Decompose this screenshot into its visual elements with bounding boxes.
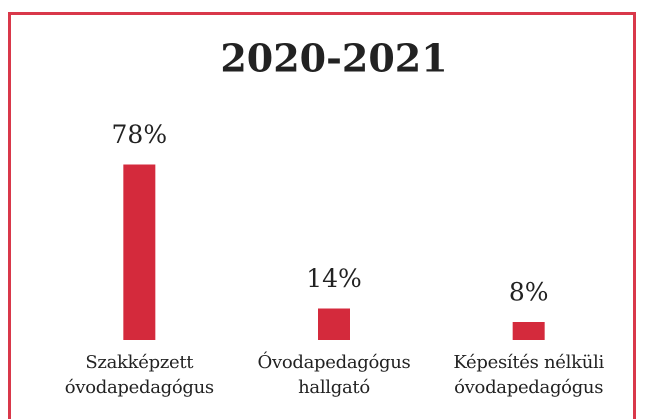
bar xyxy=(512,322,545,340)
x-tick-label: Képesítés nélküli óvodapedagógus xyxy=(453,352,604,398)
value-label: 8% xyxy=(509,278,549,307)
x-tick-label: Szakképzett óvodapedagógus xyxy=(64,352,214,398)
frame xyxy=(8,12,636,419)
chart-title: 2020-2021 xyxy=(220,36,447,81)
bar xyxy=(123,164,156,340)
value-label: 14% xyxy=(306,264,362,293)
value-label: 78% xyxy=(112,120,168,149)
bar xyxy=(318,308,350,340)
x-tick-label: Óvodapedagógus hallgató xyxy=(257,352,411,398)
